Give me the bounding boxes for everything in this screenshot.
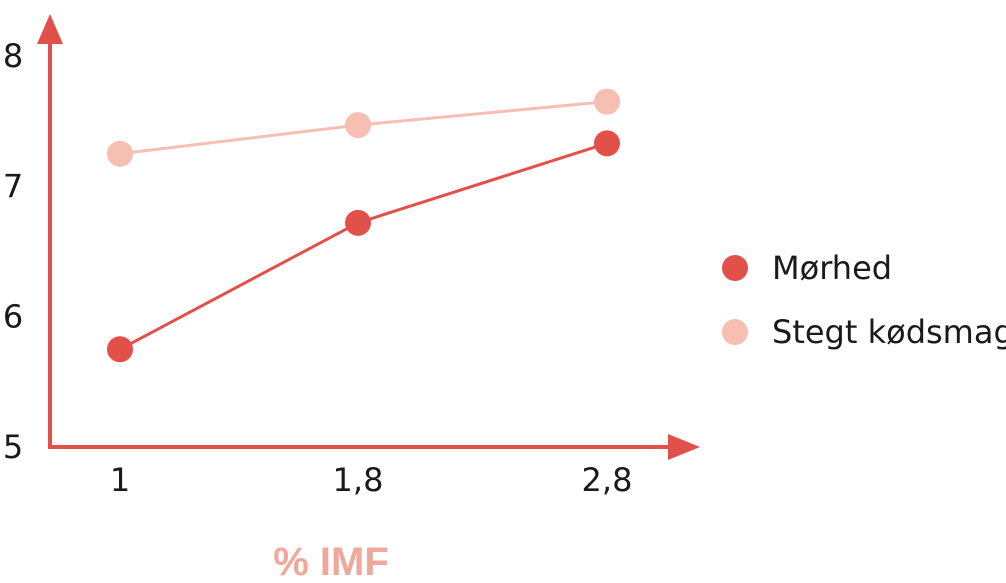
- x-tick-labels: 1 1,8 2,8: [110, 461, 633, 499]
- data-points: [107, 88, 620, 363]
- x-tick-label: 2,8: [582, 461, 633, 499]
- legend-marker: [722, 255, 748, 281]
- y-tick-labels: 5 6 7 8: [3, 37, 23, 466]
- legend: Mørhed Stegt kødsmag: [722, 249, 1006, 351]
- data-point: [594, 130, 620, 157]
- legend-marker: [722, 319, 748, 345]
- data-point: [345, 209, 371, 236]
- data-point: [107, 140, 133, 167]
- data-point: [107, 336, 133, 363]
- axes: [37, 14, 700, 460]
- x-axis-arrow: [668, 434, 700, 460]
- x-axis-label: % IMF: [273, 540, 389, 583]
- legend-label: Mørhed: [772, 249, 892, 287]
- y-axis-arrow: [37, 14, 63, 44]
- y-tick-label: 7: [3, 167, 23, 205]
- legend-label: Stegt kødsmag: [772, 313, 1006, 351]
- x-tick-label: 1,8: [333, 461, 384, 499]
- data-point: [345, 112, 371, 139]
- data-point: [594, 88, 620, 115]
- x-tick-label: 1: [110, 461, 130, 499]
- y-tick-label: 5: [3, 428, 23, 466]
- y-tick-label: 8: [3, 37, 23, 75]
- y-tick-label: 6: [3, 298, 23, 336]
- series-line: [119, 141, 608, 351]
